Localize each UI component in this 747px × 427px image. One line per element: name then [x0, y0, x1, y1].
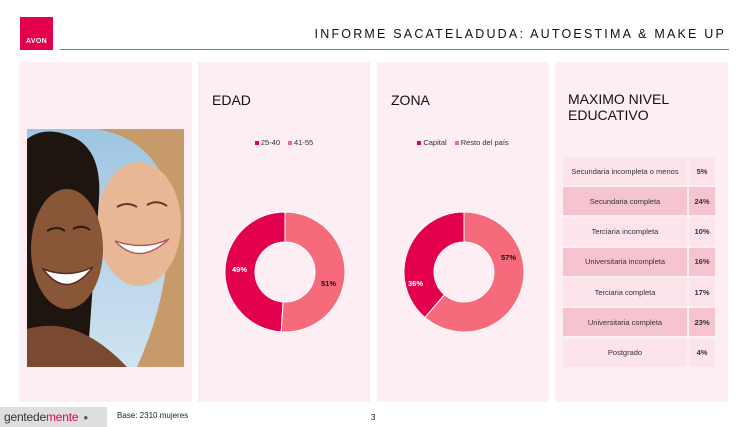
edad-donut: 49% 51%	[222, 209, 348, 335]
legend-label: Capital	[423, 138, 447, 147]
avon-logo: AVON	[20, 17, 53, 50]
photo-panel	[19, 62, 192, 402]
table-cell-label: Terciaria completa	[563, 278, 687, 307]
brand-text-accent: mente	[45, 410, 79, 424]
table-row: Postgrado 4%	[563, 338, 715, 367]
page-number: 3	[371, 413, 376, 422]
table-row: Secundaria completa 24%	[563, 187, 715, 216]
zona-panel: ZONA Capital Resto del país 36% 57%	[377, 62, 549, 402]
table-cell-value: 17%	[689, 278, 715, 307]
logo-text: AVON	[26, 38, 47, 45]
gentedemente-logo: gentede mente ●	[0, 407, 107, 427]
report-title: INFORME SACATELADUDA: AUTOESTIMA & MAKE …	[314, 27, 726, 41]
slice-label: 36%	[408, 279, 424, 288]
table-cell-label: Universitaria incompleta	[563, 247, 687, 276]
educacion-panel: MAXIMO NIVEL EDUCATIVO Secundaria incomp…	[555, 62, 728, 402]
table-cell-value: 10%	[689, 217, 715, 246]
table-cell-value: 23%	[689, 308, 715, 337]
legend-swatch	[417, 140, 422, 145]
edad-legend: 25-40 41-55	[198, 138, 370, 147]
legend-item: Capital	[417, 138, 447, 147]
legend-item: 25-40	[254, 138, 280, 147]
legend-item: Resto del país	[454, 138, 509, 147]
table-row: Terciaria completa 17%	[563, 278, 715, 307]
legend-swatch	[254, 140, 259, 145]
legend-swatch	[288, 140, 292, 145]
table-cell-label: Secundaria completa	[563, 187, 687, 216]
table-row: Universitaria incompleta 16%	[563, 247, 715, 276]
brand-text: gentede	[4, 410, 46, 424]
title-divider	[60, 49, 729, 50]
donut-slice-capital	[403, 211, 465, 319]
table-row: Universitaria completa 23%	[563, 308, 715, 337]
slice-label: 57%	[501, 253, 517, 262]
zona-title: ZONA	[391, 92, 430, 108]
legend-label: 25-40	[260, 138, 280, 147]
slice-label: 51%	[321, 279, 337, 288]
donut-slice-41-55	[280, 211, 346, 333]
table-cell-label: Secundaria incompleta o menos	[563, 157, 687, 185]
table-cell-value: 5%	[689, 157, 715, 185]
educacion-table: Secundaria incompleta o menos 5% Secundari…	[563, 157, 715, 369]
legend-swatch	[454, 140, 459, 145]
donut-slice-25-40	[224, 211, 286, 333]
edad-panel: EDAD 25-40 41-55 49% 51%	[198, 62, 370, 402]
zona-donut: 36% 57%	[401, 209, 527, 335]
women-photo	[27, 129, 184, 367]
slice-label: 49%	[232, 265, 248, 274]
table-cell-label: Terciaria incompleta	[563, 217, 687, 246]
table-cell-value: 4%	[689, 338, 715, 367]
legend-label: Resto del país	[460, 138, 509, 147]
educacion-title: MAXIMO NIVEL EDUCATIVO	[568, 91, 669, 123]
table-cell-value: 24%	[689, 187, 715, 216]
legend-label: 41-55	[294, 138, 314, 147]
legend-item: 41-55	[288, 138, 313, 147]
donut-slice-resto-del-pa-s	[424, 211, 525, 333]
zona-legend: Capital Resto del país	[377, 138, 549, 147]
table-cell-value: 16%	[689, 247, 715, 276]
table-row: Terciaria incompleta 10%	[563, 217, 715, 246]
table-cell-label: Universitaria completa	[563, 308, 687, 337]
table-cell-label: Postgrado	[563, 338, 687, 367]
table-row: Secundaria incompleta o menos 5%	[563, 157, 715, 185]
base-note: Base: 2310 mujeres	[117, 411, 189, 420]
dot-icon: ●	[83, 412, 88, 422]
edad-title: EDAD	[212, 92, 251, 108]
